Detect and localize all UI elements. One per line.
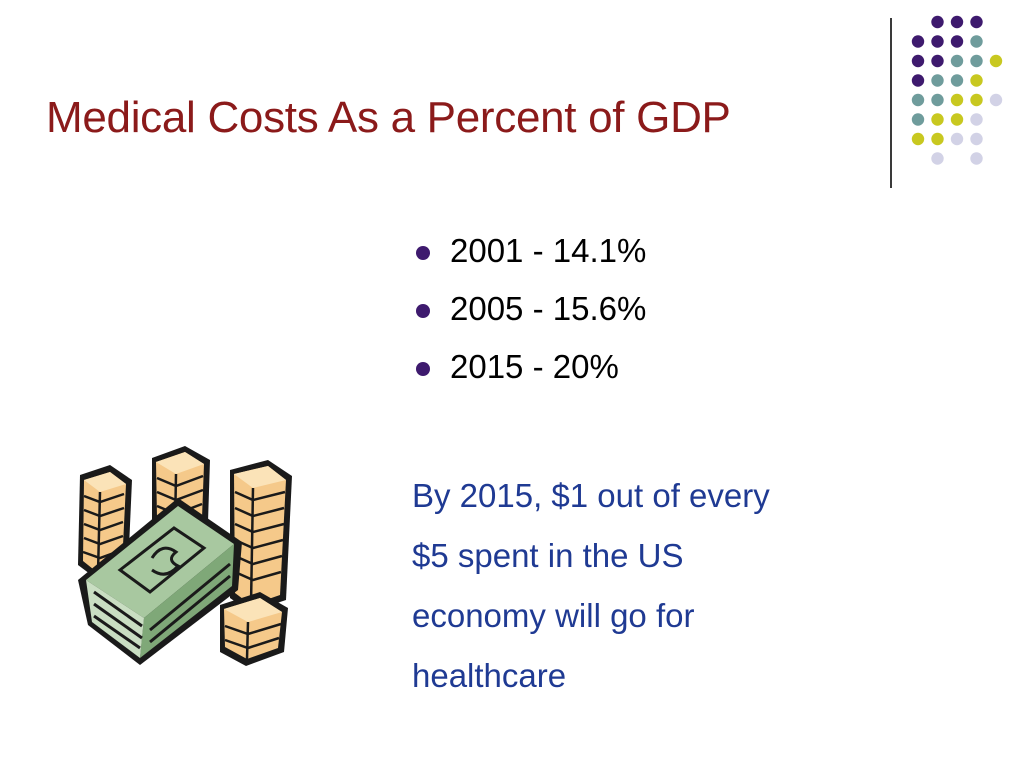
- decorative-dot: [950, 113, 964, 126]
- decorative-dot: [931, 152, 944, 165]
- decorative-dot: [911, 74, 925, 87]
- bullet-item-2015: 2015 - 20%: [414, 338, 646, 396]
- bullet-dot-icon: [416, 304, 430, 318]
- decorative-dot: [931, 132, 944, 146]
- summary-note-line: By 2015, $1 out of every: [412, 477, 770, 514]
- title-divider-line: [890, 18, 892, 188]
- decorative-dot: [911, 132, 925, 146]
- decorative-dot: [989, 54, 1003, 68]
- decorative-dot: [970, 74, 983, 87]
- decorative-dot: [970, 54, 983, 68]
- coin-stack-icon: [78, 465, 132, 580]
- decorative-dot: [950, 15, 964, 29]
- decorative-dot: [950, 93, 964, 107]
- bullet-text: 2001 - 14.1%: [450, 232, 647, 269]
- bullet-dot-icon: [416, 362, 430, 376]
- bullet-text: 2005 - 15.6%: [450, 290, 647, 327]
- bullet-list: 2001 - 14.1% 2005 - 15.6% 2015 - 20%: [414, 222, 646, 396]
- decorative-dot-grid: [911, 15, 1003, 165]
- slide-title: Medical Costs As a Percent of GDP: [46, 93, 731, 142]
- summary-note-line: economy will go for: [412, 597, 695, 634]
- decorative-dot: [911, 35, 925, 48]
- decorative-dot: [950, 74, 964, 87]
- decorative-dot: [931, 54, 944, 68]
- decorative-dot: [931, 35, 944, 48]
- summary-note-line: healthcare: [412, 657, 567, 694]
- bullet-item-2005: 2005 - 15.6%: [414, 280, 646, 338]
- decorative-dot: [970, 152, 983, 165]
- bullet-item-2001: 2001 - 14.1%: [414, 222, 646, 280]
- decorative-dot: [931, 113, 944, 126]
- decorative-dot: [950, 132, 964, 146]
- decorative-dot: [931, 74, 944, 87]
- decorative-dot: [970, 35, 983, 48]
- coin-stack-icon: [220, 592, 288, 666]
- decorative-dot: [911, 113, 925, 126]
- bullet-dot-icon: [416, 246, 430, 260]
- money-stack-icon: [78, 498, 242, 665]
- decorative-dot: [931, 15, 944, 29]
- decorative-dot: [931, 93, 944, 107]
- decorative-dot: [950, 54, 964, 68]
- decorative-dot: [970, 132, 983, 146]
- decorative-dot: [950, 35, 964, 48]
- decorative-dot: [970, 93, 983, 107]
- decorative-dot: [911, 54, 925, 68]
- coin-stack-icon: [230, 460, 292, 612]
- decorative-dot: [911, 93, 925, 107]
- bullet-text: 2015 - 20%: [450, 348, 619, 385]
- money-stack-and-coins-icon: [78, 446, 292, 666]
- decorative-dot: [970, 15, 983, 29]
- decorative-dot: [970, 113, 983, 126]
- summary-note-line: $5 spent in the US: [412, 537, 684, 574]
- decorative-dot: [989, 93, 1003, 107]
- summary-note: By 2015, $1 out of every $5 spent in the…: [412, 466, 912, 706]
